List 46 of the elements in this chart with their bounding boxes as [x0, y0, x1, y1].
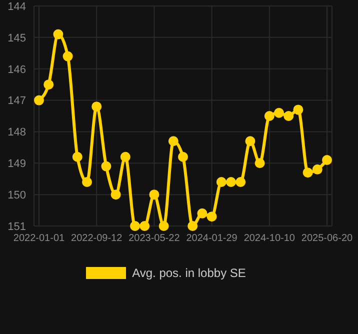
point [264, 111, 274, 121]
y-tick-label: 150 [8, 189, 26, 202]
x-tick-label: 2023-05-22 [128, 233, 180, 244]
y-tick-label: 149 [8, 158, 26, 170]
point [120, 152, 130, 162]
point [92, 102, 102, 112]
point [82, 177, 92, 187]
point [110, 190, 121, 200]
point [274, 108, 284, 118]
point [178, 152, 188, 162]
point [72, 152, 82, 162]
x-tick-label: 2022-01-01 [13, 233, 66, 244]
point [149, 190, 160, 200]
y-tick-label: 147 [8, 95, 26, 108]
point [322, 155, 332, 165]
x-tick-label: 2024-01-29 [186, 233, 238, 244]
point [62, 51, 73, 62]
point [158, 221, 169, 231]
point [34, 95, 44, 106]
point [168, 136, 178, 146]
point [236, 177, 246, 187]
point [293, 104, 304, 115]
point [53, 29, 64, 40]
y-tick-label: 148 [8, 126, 26, 139]
point [197, 208, 208, 218]
point [140, 221, 150, 231]
point [226, 177, 236, 187]
legend-label: Avg. pos. in lobby SE [132, 266, 246, 280]
x-tick-label: 2025-06-20 [301, 233, 354, 244]
point [216, 177, 226, 187]
x-tick-label: 2022-09-12 [71, 233, 123, 244]
point [312, 164, 322, 174]
point [245, 136, 256, 146]
point [44, 80, 54, 90]
x-tick-label: 2024-10-10 [244, 233, 296, 244]
point [254, 158, 265, 168]
y-tick-label: 145 [8, 32, 26, 44]
y-tick-label: 144 [8, 0, 26, 13]
point [188, 221, 198, 231]
point [101, 161, 112, 172]
y-tick-label: 151 [8, 220, 26, 233]
point [284, 111, 294, 121]
y-tick-label: 146 [8, 64, 26, 76]
point [302, 168, 313, 178]
point [206, 212, 217, 222]
point [130, 221, 140, 231]
